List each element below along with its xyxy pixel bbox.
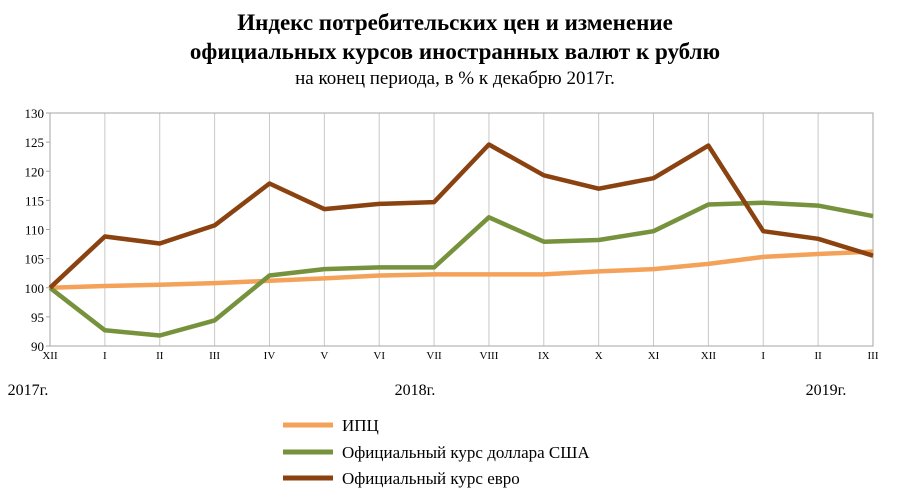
x-tick-label: X — [595, 350, 603, 362]
x-tick-label: IV — [264, 350, 276, 362]
x-tick-label: III — [209, 350, 220, 362]
x-tick-label: VI — [373, 350, 385, 362]
y-tick-label: 95 — [31, 310, 44, 325]
series-line-2 — [48, 200, 874, 338]
y-tick-label: 100 — [25, 281, 45, 296]
y-tick-label: 130 — [25, 106, 45, 121]
legend-label-1: ИПЦ — [342, 416, 379, 435]
x-tick-label: XII — [42, 350, 58, 362]
y-tick-label: 90 — [31, 339, 44, 354]
x-tick-label: II — [814, 350, 822, 362]
y-tick-label: 110 — [25, 223, 44, 238]
x-tick-label: XII — [701, 350, 717, 362]
year-label: 2018г. — [395, 382, 436, 399]
legend-label-2: Официальный курс доллара США — [342, 443, 590, 462]
x-tick-label: IX — [538, 350, 550, 362]
x-tick-label: VII — [426, 350, 442, 362]
x-tick-label: III — [868, 350, 879, 362]
y-tick-label: 115 — [25, 193, 44, 208]
chart-subtitle: на конец периода, в % к декабрю 2017г. — [295, 68, 615, 89]
x-tick-label: XI — [648, 350, 660, 362]
year-label: 2017г. — [8, 382, 49, 399]
chart-title-line-2: официальных курсов иностранных валют к р… — [189, 39, 721, 64]
year-label: 2019г. — [806, 382, 847, 399]
x-tick-label: I — [103, 350, 107, 362]
x-tick-label: II — [156, 350, 164, 362]
y-tick-label: 105 — [25, 252, 45, 267]
y-tick-label: 120 — [25, 164, 45, 179]
x-tick-label: VIII — [479, 350, 498, 362]
legend-label-3: Официальный курс евро — [342, 469, 520, 488]
chart-title-line-1: Индекс потребительских цен и изменение — [237, 10, 673, 35]
plot-area-frame — [49, 112, 874, 347]
series-line-1 — [49, 249, 874, 291]
series-line-3 — [48, 142, 874, 290]
x-tick-label: V — [320, 350, 328, 362]
y-tick-label: 125 — [25, 135, 45, 150]
x-tick-label: I — [761, 350, 765, 362]
